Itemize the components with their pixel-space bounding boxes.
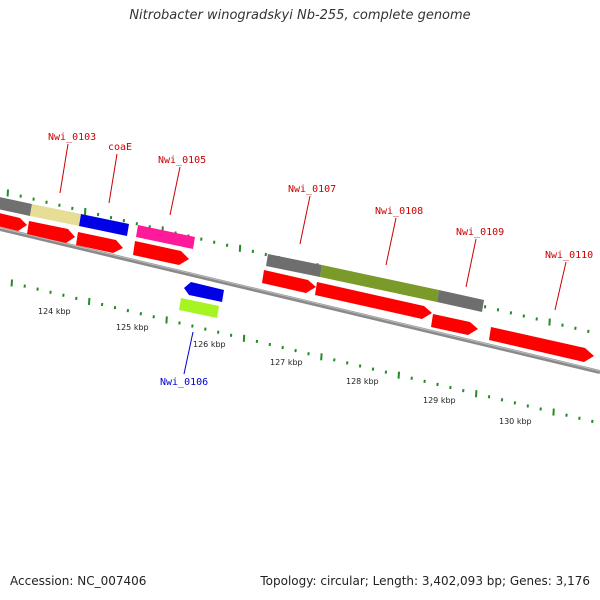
cds-arrow[interactable] <box>431 314 478 335</box>
cds-arrow[interactable] <box>315 282 432 319</box>
scale-label: 126 kbp <box>193 340 226 349</box>
gene-label-nwi-0107[interactable]: Nwi_0107 <box>288 184 336 195</box>
scale-label: 124 kbp <box>38 307 71 316</box>
blue-reverse-arrow[interactable] <box>184 282 224 302</box>
leader-line <box>108 153 118 204</box>
scale-label: 130 kbp <box>499 417 532 426</box>
cds-arrow[interactable] <box>0 212 27 231</box>
cds-arrow[interactable] <box>489 327 594 362</box>
inner-tick-track <box>10 279 594 423</box>
scale-label: 125 kbp <box>116 323 149 332</box>
gray-feature-1[interactable] <box>0 196 32 216</box>
genome-backbone <box>0 227 600 374</box>
gray-feature-3[interactable] <box>437 290 484 312</box>
gene-label-nwi-0109[interactable]: Nwi_0109 <box>456 227 504 238</box>
cds-arrow[interactable] <box>133 241 189 265</box>
gray-feature-2[interactable] <box>266 254 322 277</box>
cds-track-forward <box>0 212 594 362</box>
leader-line <box>169 166 181 216</box>
blue-feature[interactable] <box>79 214 129 236</box>
topology-text: Topology: circular; Length: 3,402,093 bp… <box>260 574 590 588</box>
cds-arrow[interactable] <box>262 270 316 293</box>
leader-line <box>59 143 69 194</box>
cds-arrow[interactable] <box>27 221 75 243</box>
scale-label: 127 kbp <box>270 358 303 367</box>
leader-line <box>385 217 397 266</box>
cds-arrow[interactable] <box>76 232 123 253</box>
lime-feature[interactable] <box>179 298 219 318</box>
leader-line <box>183 331 194 375</box>
khaki-feature[interactable] <box>30 204 81 226</box>
leader-line <box>554 261 567 311</box>
gene-label-nwi-0106[interactable]: Nwi_0106 <box>160 377 208 388</box>
accession-text: Accession: NC_007406 <box>10 574 147 588</box>
leader-lines <box>59 143 567 375</box>
scale-labels: 124 kbp 125 kbp 126 kbp 127 kbp 128 kbp … <box>38 307 532 426</box>
scale-label: 128 kbp <box>346 377 379 386</box>
gene-label-coae[interactable]: coaE <box>108 142 132 153</box>
genome-backbone-highlight <box>0 227 600 372</box>
feature-track-reverse <box>179 282 224 318</box>
scale-label: 129 kbp <box>423 396 456 405</box>
gene-label-nwi-0103[interactable]: Nwi_0103 <box>48 132 96 143</box>
olive-feature[interactable] <box>320 265 439 302</box>
gene-label-nwi-0110[interactable]: Nwi_0110 <box>545 250 593 261</box>
map-title: Nitrobacter winogradskyi Nb-255, complet… <box>129 8 471 23</box>
gene-label-nwi-0108[interactable]: Nwi_0108 <box>375 206 423 217</box>
magenta-feature[interactable] <box>136 225 195 249</box>
leader-line <box>465 238 477 288</box>
gene-labels: Nwi_0103 coaE Nwi_0105 Nwi_0106 Nwi_0107… <box>48 132 593 388</box>
leader-line <box>299 195 311 245</box>
feature-track-upper <box>0 196 484 312</box>
gene-label-nwi-0105[interactable]: Nwi_0105 <box>158 155 206 166</box>
